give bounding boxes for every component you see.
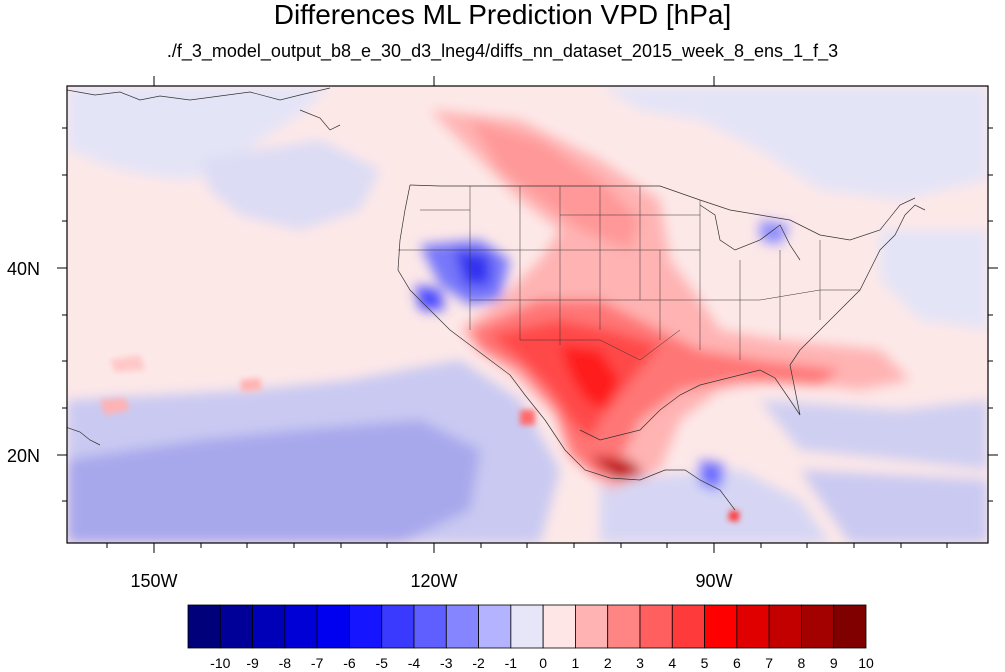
colorbar-swatch [639,604,673,649]
colorbar-swatch [284,604,318,649]
colorbar-swatch [768,604,802,649]
colorbar-label: -3 [440,655,453,671]
colorbar-label: -5 [375,655,388,671]
lon-label-120w: 120W [410,571,457,591]
colorbar-swatch [542,604,576,649]
colorbar-label: -6 [343,655,356,671]
colorbar-label: 9 [830,655,838,671]
colorbar-swatch [252,604,286,649]
colorbar-swatch [349,604,383,649]
colorbar-swatch [413,604,447,649]
colorbar-label: 7 [765,655,773,671]
colorbar-swatch [704,604,738,649]
colorbar: -10 -9 -8 -7 -6 -5 -4 -3 -2 -1 0 1 2 3 4 5 6 7 8 9 10 [187,604,874,671]
vpd-difference-field [67,86,988,543]
colorbar-swatch [833,604,867,649]
colorbar-label: -2 [472,655,485,671]
lon-label-90w: 90W [695,571,732,591]
colorbar-swatch [445,604,479,649]
lat-label-40n: 40N [7,259,40,279]
colorbar-label: 0 [539,655,547,671]
colorbar-swatch [187,604,221,649]
colorbar-label: 5 [701,655,709,671]
colorbar-label: -7 [311,655,324,671]
colorbar-label: -10 [210,655,230,671]
colorbar-label: 6 [733,655,741,671]
colorbar-label: 2 [604,655,612,671]
colorbar-label: 4 [668,655,676,671]
colorbar-label: -9 [246,655,259,671]
lon-label-150w: 150W [130,571,177,591]
colorbar-swatch [607,604,641,649]
colorbar-swatch [575,604,609,649]
axis-ticks [57,76,998,553]
colorbar-swatch [219,604,253,649]
colorbar-label: 3 [636,655,644,671]
colorbar-swatch [801,604,835,649]
colorbar-label: -4 [408,655,421,671]
lat-label-20n: 20N [7,446,40,466]
colorbar-swatch [316,604,350,649]
plot-subtitle: ./f_3_model_output_b8_e_30_d3_lneg4/diff… [166,41,839,61]
state-borders [398,186,860,361]
colorbar-label: 1 [572,655,580,671]
colorbar-swatch [381,604,415,649]
coastlines [67,87,926,511]
colorbar-swatch [478,604,512,649]
colorbar-label: -1 [505,655,518,671]
colorbar-label: -8 [279,655,292,671]
colorbar-label: 10 [858,655,874,671]
colorbar-swatch [671,604,705,649]
colorbar-swatch [736,604,770,649]
colorbar-swatch [510,604,544,649]
plot-title: Differences ML Prediction VPD [hPa] [273,0,732,30]
colorbar-label: 8 [798,655,806,671]
